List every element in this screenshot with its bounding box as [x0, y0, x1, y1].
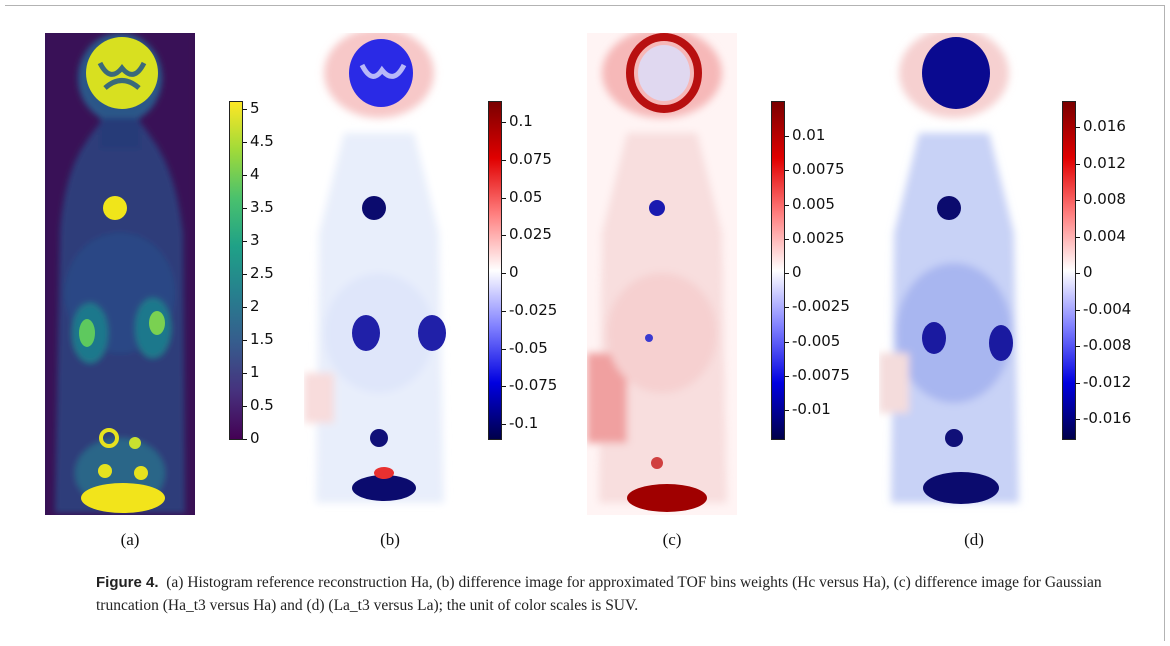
colorbar-tick-label: -0.0075: [792, 366, 850, 384]
colorbar-tickmark: [1076, 127, 1080, 128]
colorbar-tickmark: [502, 424, 506, 425]
colorbar-tickmark: [1076, 237, 1080, 238]
difference-image-c: [587, 33, 737, 515]
colorbar-tick-label: 0.004: [1083, 227, 1126, 245]
colorbar-tick-label: 0.008: [1083, 190, 1126, 208]
colorbar-tickmark: [785, 376, 789, 377]
colorbar-tick-label: -0.025: [509, 301, 558, 319]
colorbar-tickmark: [785, 273, 789, 274]
colorbar-tick-label: -0.075: [509, 376, 558, 394]
colorbar-tickmark: [243, 340, 247, 341]
colorbar-tickmark: [785, 239, 789, 240]
colorbar-tickmark: [502, 122, 506, 123]
colorbar-tick-label: 0: [509, 263, 519, 281]
colorbar-tickmark: [502, 349, 506, 350]
colorbar-d: [1062, 101, 1076, 440]
colorbar-tickmark: [1076, 383, 1080, 384]
colorbar-tickmark: [785, 136, 789, 137]
colorbar-tickmark: [502, 386, 506, 387]
colorbar-tickmark: [243, 274, 247, 275]
colorbar-tickmark: [785, 205, 789, 206]
colorbar-tickmark: [243, 439, 247, 440]
colorbar-tick-label: -0.05: [509, 339, 548, 357]
colorbar-tick-label: 5: [250, 99, 260, 117]
colorbar-tickmark: [1076, 310, 1080, 311]
colorbar-tick-label: -0.1: [509, 414, 539, 432]
difference-image-d: [879, 33, 1029, 515]
figure-caption: Figure 4. (a) Histogram reference recons…: [96, 571, 1156, 617]
colorbar-tick-label: 0.0025: [792, 229, 845, 247]
colorbar-tickmark: [785, 410, 789, 411]
colorbar-tickmark: [1076, 164, 1080, 165]
colorbar-tickmark: [243, 109, 247, 110]
colorbar-tickmark: [243, 307, 247, 308]
colorbar-tickmark: [243, 241, 247, 242]
colorbar-tick-label: 3.5: [250, 198, 274, 216]
colorbar-tickmark: [502, 160, 506, 161]
colorbar-tick-label: -0.016: [1083, 409, 1132, 427]
colorbar-tick-label: -0.004: [1083, 300, 1132, 318]
colorbar-tick-label: 0: [792, 263, 802, 281]
colorbar-tick-label: 0: [250, 429, 260, 447]
panel-label-c: (c): [662, 530, 682, 549]
colorbar-tick-label: 0.0075: [792, 160, 845, 178]
colorbar-a: [229, 101, 243, 440]
colorbar-tick-label: -0.0025: [792, 297, 850, 315]
caption-text: (a) Histogram reference reconstruction H…: [96, 574, 1102, 614]
colorbar-tick-label: 3: [250, 231, 260, 249]
colorbar-tick-label: -0.008: [1083, 336, 1132, 354]
colorbar-tickmark: [502, 198, 506, 199]
colorbar-tick-label: 0: [1083, 263, 1093, 281]
pet-image-reference: [45, 33, 195, 515]
colorbar-tick-label: 2: [250, 297, 260, 315]
colorbar-tickmark: [1076, 419, 1080, 420]
panel-label-a: (a): [120, 530, 140, 549]
colorbar-tickmark: [243, 373, 247, 374]
colorbar-tick-label: 2.5: [250, 264, 274, 282]
panel-label-d: (d): [964, 530, 984, 549]
colorbar-tickmark: [785, 307, 789, 308]
panel-label-b: (b): [380, 530, 400, 549]
colorbar-b: [488, 101, 502, 440]
colorbar-tickmark: [1076, 200, 1080, 201]
colorbar-tick-label: 0.05: [509, 188, 543, 206]
figure-frame: [5, 5, 1165, 641]
colorbar-tick-label: 4.5: [250, 132, 274, 150]
colorbar-tick-label: -0.005: [792, 332, 841, 350]
colorbar-tick-label: 0.5: [250, 396, 274, 414]
difference-image-b: [304, 33, 454, 515]
colorbar-tickmark: [785, 170, 789, 171]
colorbar-tickmark: [785, 342, 789, 343]
colorbar-tickmark: [1076, 346, 1080, 347]
colorbar-tickmark: [1076, 273, 1080, 274]
colorbar-tickmark: [502, 273, 506, 274]
colorbar-tick-label: 0.025: [509, 225, 552, 243]
colorbar-tickmark: [502, 311, 506, 312]
colorbar-tickmark: [243, 175, 247, 176]
colorbar-tick-label: 0.1: [509, 112, 533, 130]
colorbar-tick-label: 1: [250, 363, 260, 381]
colorbar-tick-label: 1.5: [250, 330, 274, 348]
colorbar-tickmark: [243, 208, 247, 209]
colorbar-tick-label: 0.075: [509, 150, 552, 168]
colorbar-tick-label: 0.016: [1083, 117, 1126, 135]
colorbar-tickmark: [243, 406, 247, 407]
colorbar-tickmark: [502, 235, 506, 236]
caption-label: Figure 4.: [96, 574, 159, 591]
colorbar-tick-label: 0.01: [792, 126, 826, 144]
colorbar-tick-label: 0.012: [1083, 154, 1126, 172]
colorbar-tick-label: -0.01: [792, 400, 831, 418]
colorbar-tick-label: -0.012: [1083, 373, 1132, 391]
colorbar-tick-label: 0.005: [792, 195, 835, 213]
colorbar-tickmark: [243, 142, 247, 143]
colorbar-tick-label: 4: [250, 165, 260, 183]
colorbar-c: [771, 101, 785, 440]
